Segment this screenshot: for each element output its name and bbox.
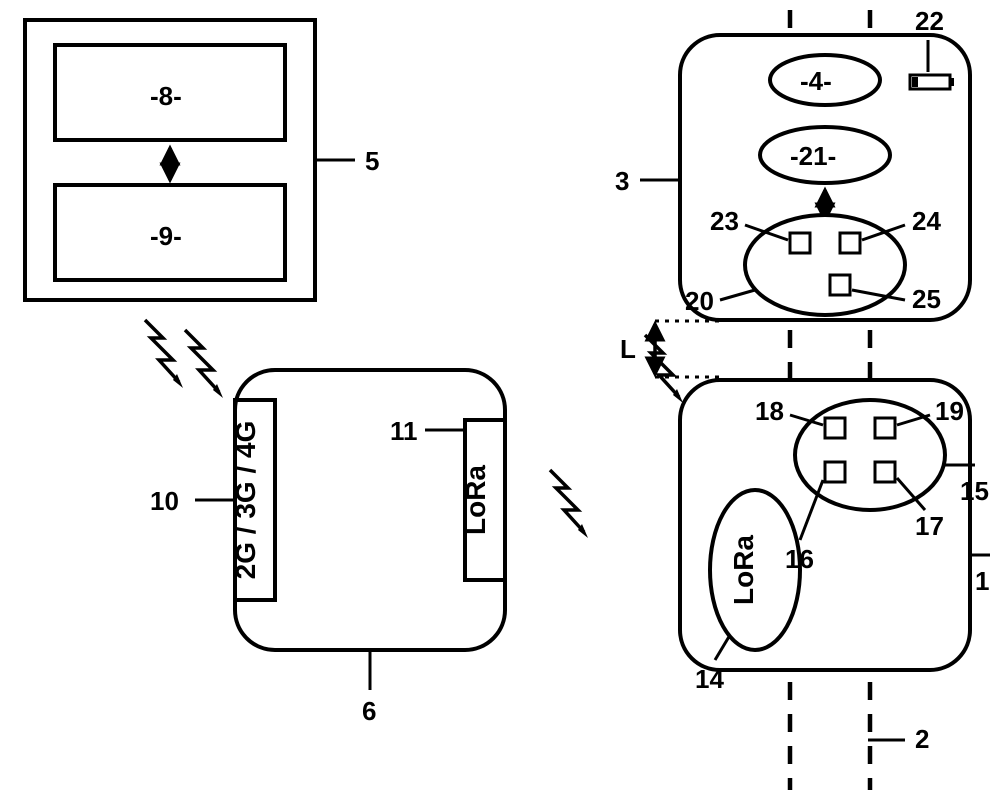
svg-text:23: 23: [710, 206, 739, 236]
svg-text:15: 15: [960, 476, 989, 506]
svg-text:16: 16: [785, 544, 814, 574]
svg-text:3: 3: [615, 166, 629, 196]
bolt-icon: [645, 335, 679, 397]
svg-text:14: 14: [695, 664, 724, 694]
svg-text:17: 17: [915, 511, 944, 541]
svg-text:10: 10: [150, 486, 179, 516]
svg-text:20: 20: [685, 286, 714, 316]
svg-text:11: 11: [390, 416, 418, 446]
svg-text:2: 2: [915, 724, 929, 754]
svg-text:6: 6: [362, 696, 376, 726]
svg-text:1: 1: [975, 566, 989, 596]
svg-text:-8-: -8-: [150, 81, 182, 111]
svg-text:L: L: [620, 334, 636, 364]
svg-text:5: 5: [365, 146, 379, 176]
svg-text:LoRa: LoRa: [460, 465, 491, 535]
bolt-icon: [185, 330, 219, 392]
svg-text:LoRa: LoRa: [728, 535, 759, 605]
svg-text:-4-: -4-: [800, 66, 832, 96]
svg-text:24: 24: [912, 206, 941, 236]
svg-text:-21-: -21-: [790, 141, 836, 171]
svg-text:-9-: -9-: [150, 221, 182, 251]
bolt-icon: [550, 470, 584, 532]
svg-text:19: 19: [935, 396, 964, 426]
svg-text:18: 18: [755, 396, 784, 426]
bolt-icon: [145, 320, 179, 382]
svg-text:22: 22: [915, 6, 944, 36]
svg-text:25: 25: [912, 284, 941, 314]
